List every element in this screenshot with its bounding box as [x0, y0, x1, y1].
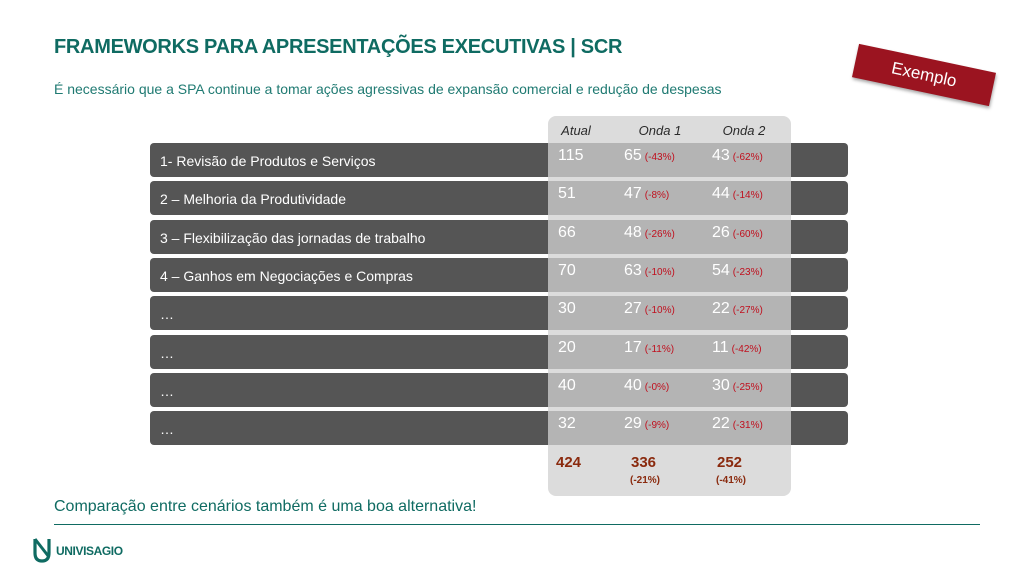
value-onda-2-pct: (-27%): [732, 305, 763, 316]
univisagio-logo: UNIVISAGIO: [32, 536, 123, 566]
row-label: …: [160, 306, 174, 322]
logo-text: UNIVISAGIO: [56, 544, 123, 558]
total-onda-1-pct: (-21%): [630, 475, 661, 486]
total-onda-2-pct: (-41%): [716, 475, 747, 486]
value-onda-2-number: 44: [712, 185, 730, 202]
total-atual: 424: [556, 454, 582, 471]
value-onda-2: 26 (-60%): [712, 224, 763, 242]
value-onda-1-pct: (-10%): [644, 305, 675, 316]
value-onda-2-pct: (-60%): [732, 229, 763, 240]
value-onda-1-pct: (-10%): [644, 267, 675, 278]
value-onda-2: 30 (-25%): [712, 377, 763, 395]
value-onda-1: 48 (-26%): [624, 224, 675, 242]
value-onda-1: 17 (-11%): [624, 339, 674, 357]
row-label: 2 – Melhoria da Produtividade: [160, 191, 347, 207]
value-onda-1: 47 (-8%): [624, 185, 669, 203]
row-label: 3 – Flexibilização das jornadas de traba…: [160, 230, 426, 246]
value-onda-1-pct: (-0%): [644, 382, 670, 393]
value-onda-1-pct: (-9%): [644, 420, 670, 431]
value-atual: 70: [558, 262, 576, 279]
value-atual: 115: [558, 147, 584, 164]
row-values: 30 27 (-10%) 22 (-27%): [548, 296, 791, 330]
value-onda-2-number: 11: [712, 339, 729, 356]
value-onda-1: 40 (-0%): [624, 377, 669, 395]
value-atual: 32: [558, 415, 576, 432]
example-stamp: Exemplo: [851, 43, 997, 107]
column-header-atual: Atual: [561, 123, 591, 138]
value-onda-2-pct: (-25%): [732, 382, 763, 393]
row-values: 66 48 (-26%) 26 (-60%): [548, 220, 791, 254]
row-label: 1- Revisão de Produtos e Serviços: [160, 153, 376, 169]
page-title: FRAMEWORKS PARA APRESENTAÇÕES EXECUTIVAS…: [54, 36, 623, 58]
row-values: 40 40 (-0%) 30 (-25%): [548, 373, 791, 407]
page-subtitle: É necessário que a SPA continue a tomar …: [54, 81, 722, 97]
row-label: …: [160, 345, 174, 361]
value-onda-2-number: 30: [712, 377, 730, 394]
value-onda-2-pct: (-23%): [732, 267, 763, 278]
value-onda-1-number: 27: [624, 300, 642, 317]
value-onda-2-pct: (-14%): [732, 190, 763, 201]
value-onda-1-pct: (-11%): [644, 344, 675, 355]
value-onda-1: 29 (-9%): [624, 415, 669, 433]
value-onda-2-pct: (-31%): [732, 420, 763, 431]
footnote: Comparação entre cenários também é uma b…: [54, 498, 477, 515]
value-onda-2-number: 54: [712, 262, 730, 279]
value-atual: 20: [558, 339, 576, 356]
total-onda-2: 252: [717, 454, 743, 471]
value-onda-1-pct: (-43%): [644, 152, 675, 163]
row-label: 4 – Ganhos em Negociações e Compras: [160, 268, 413, 284]
value-onda-1-number: 48: [624, 224, 642, 241]
row-label: …: [160, 421, 174, 437]
total-onda-1: 336: [631, 454, 657, 471]
value-onda-1-pct: (-8%): [644, 190, 670, 201]
value-onda-2-number: 22: [712, 300, 730, 317]
value-onda-2: 11 (-42%): [712, 339, 762, 357]
value-onda-1-number: 29: [624, 415, 642, 432]
row-values: 51 47 (-8%) 44 (-14%): [548, 181, 791, 215]
row-values: 20 17 (-11%) 11 (-42%): [548, 335, 791, 369]
value-onda-1-number: 65: [624, 147, 642, 164]
value-onda-1-number: 47: [624, 185, 642, 202]
value-onda-1-number: 63: [624, 262, 642, 279]
row-values: 32 29 (-9%) 22 (-31%): [548, 411, 791, 445]
value-onda-1-pct: (-26%): [644, 229, 675, 240]
value-onda-1-number: 40: [624, 377, 642, 394]
row-label: …: [160, 383, 174, 399]
value-onda-1-number: 17: [624, 339, 642, 356]
value-onda-1: 27 (-10%): [624, 300, 675, 318]
value-onda-1: 65 (-43%): [624, 147, 675, 165]
value-onda-2: 22 (-31%): [712, 415, 763, 433]
value-onda-2: 22 (-27%): [712, 300, 763, 318]
column-header-onda-1: Onda 1: [638, 123, 682, 138]
value-atual: 66: [558, 224, 576, 241]
value-atual: 30: [558, 300, 576, 317]
value-onda-2: 43 (-62%): [712, 147, 763, 165]
value-atual: 51: [558, 185, 576, 202]
value-onda-2-pct: (-62%): [732, 152, 763, 163]
value-onda-2: 44 (-14%): [712, 185, 763, 203]
value-onda-2-number: 43: [712, 147, 730, 164]
row-values: 115 65 (-43%) 43 (-62%): [548, 143, 791, 177]
value-onda-2-number: 22: [712, 415, 730, 432]
value-onda-2-number: 26: [712, 224, 730, 241]
value-atual: 40: [558, 377, 576, 394]
value-onda-2: 54 (-23%): [712, 262, 763, 280]
value-onda-2-pct: (-42%): [731, 344, 762, 355]
value-onda-1: 63 (-10%): [624, 262, 675, 280]
footer-divider: [54, 524, 980, 525]
univisagio-logo-icon: [33, 538, 51, 563]
column-header-onda-2: Onda 2: [722, 123, 766, 138]
row-values: 70 63 (-10%) 54 (-23%): [548, 258, 791, 292]
